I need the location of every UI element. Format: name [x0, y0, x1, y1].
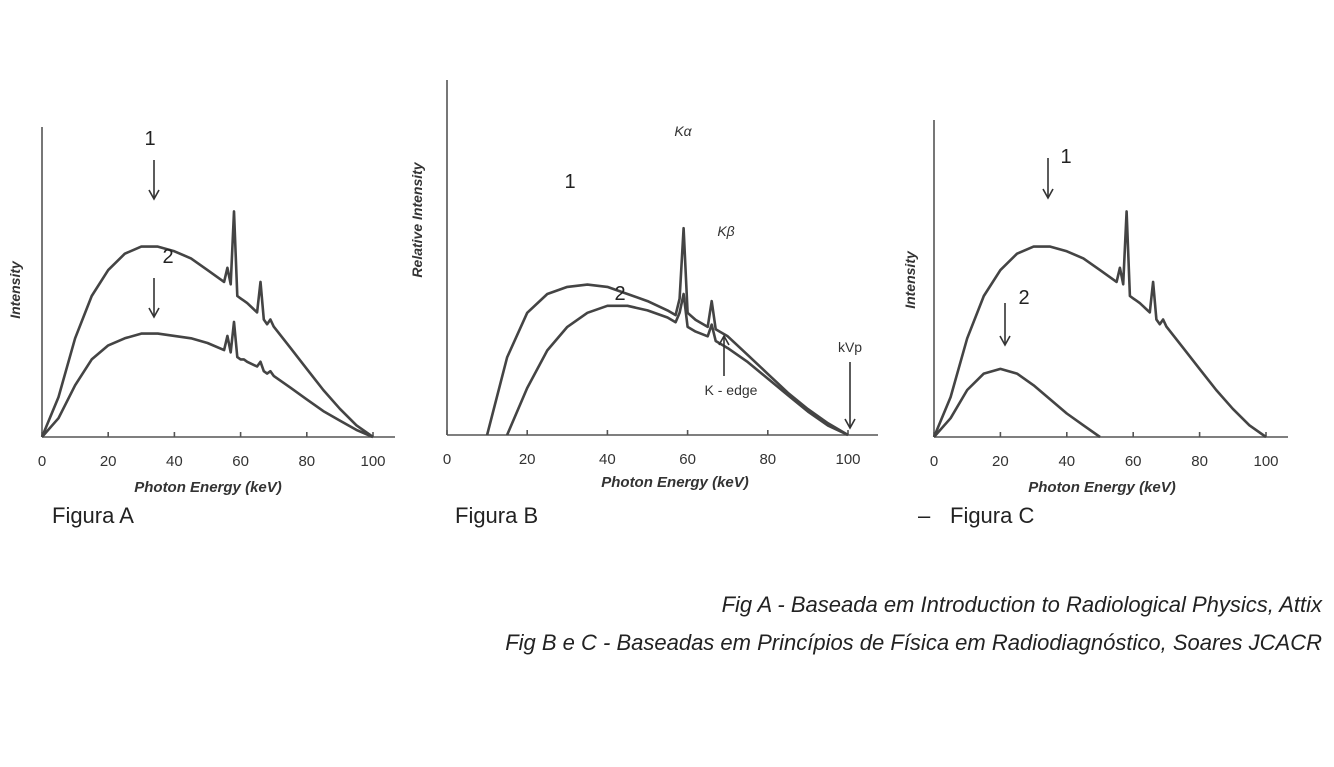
arrow-head-icon — [148, 189, 160, 201]
series-line-1 — [485, 226, 849, 437]
x-tick-label: 80 — [759, 451, 776, 468]
x-tick-label: 80 — [298, 453, 315, 470]
annotation-kvp: kVp — [838, 339, 862, 355]
y-axis-title: Relative Intensity — [409, 161, 425, 277]
x-tick-label: 60 — [1125, 453, 1142, 470]
y-axis-title: Intensity — [7, 260, 23, 319]
series-line-2 — [41, 320, 374, 439]
x-axis-title: Photon Energy (keV) — [601, 474, 749, 491]
footnote-a: Fig A - Baseada em Introduction to Radio… — [721, 592, 1322, 617]
x-tick-label: 100 — [835, 451, 860, 468]
series-line-2 — [505, 292, 849, 437]
figura-c: 0 20 40 60 80 100 Photon Energy (keV) Intensity… — [902, 120, 1288, 528]
annotation-k-alpha: Kα — [674, 123, 692, 139]
figura-a: 0 20 40 60 80 100 Photon Energy (keV) Intensity… — [7, 127, 395, 528]
series-label-2: 2 — [162, 246, 173, 268]
series-line-1 — [40, 210, 374, 439]
x-tick-label: 0 — [930, 453, 938, 470]
x-tick-label: 60 — [232, 453, 249, 470]
y-axis-title: Intensity — [902, 250, 918, 309]
figure-caption: Figura B — [455, 503, 538, 528]
series-label-2: 2 — [614, 283, 625, 305]
series-line-1 — [932, 210, 1267, 439]
k-edge-arrow-head-icon — [718, 334, 730, 346]
x-tick-label: 100 — [1253, 453, 1278, 470]
kvp-arrow-head-icon — [844, 418, 856, 430]
dash-mark: – — [918, 503, 931, 528]
x-tick-label: 0 — [38, 453, 46, 470]
x-tick-label: 0 — [443, 451, 451, 468]
figure-caption: Figura A — [52, 503, 134, 528]
figure-caption: Figura C — [950, 503, 1034, 528]
arrow-head-icon — [148, 307, 160, 319]
x-tick-label: 20 — [992, 453, 1009, 470]
x-axis-title: Photon Energy (keV) — [1028, 479, 1176, 496]
x-tick-label: 40 — [599, 451, 616, 468]
arrow-head-icon — [999, 335, 1011, 347]
annotation-k-beta: Kβ — [717, 223, 734, 239]
x-tick-label: 20 — [100, 453, 117, 470]
x-tick-label: 60 — [679, 451, 696, 468]
x-tick-label: 80 — [1191, 453, 1208, 470]
series-label-1: 1 — [144, 128, 155, 150]
series-line-2 — [933, 367, 1101, 439]
arrow-head-icon — [1042, 188, 1054, 200]
series-label-1: 1 — [1060, 146, 1071, 168]
x-tick-label: 40 — [1058, 453, 1075, 470]
footnote-b: Fig B e C - Baseadas em Princípios de Fí… — [505, 630, 1322, 655]
x-tick-label: 40 — [166, 453, 183, 470]
series-label-1: 1 — [564, 171, 575, 193]
x-tick-label: 20 — [519, 451, 536, 468]
series-label-2: 2 — [1018, 287, 1029, 309]
annotation-k-edge: K - edge — [705, 382, 758, 398]
x-axis-title: Photon Energy (keV) — [134, 479, 282, 496]
figura-b: 0 20 40 60 80 100 Photon Energy (keV) Relative … — [409, 80, 878, 528]
x-tick-label: 100 — [360, 453, 385, 470]
